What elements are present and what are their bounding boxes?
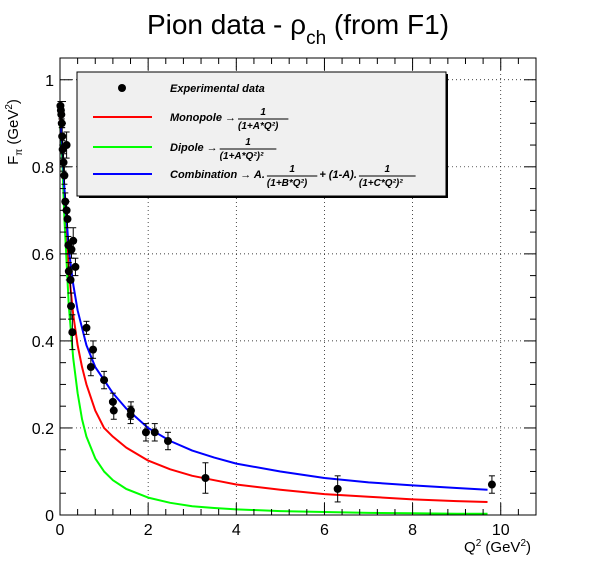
x-axis-label-superscript: 2 [476, 538, 482, 549]
axis-layer: 0 2 4 6 8 10 0 0.2 0.4 0.6 0.8 1 [32, 57, 537, 539]
data-point [126, 401, 135, 420]
chart-title-symbol: ρ [290, 9, 306, 40]
data-marker [62, 141, 71, 150]
y-tick-label: 0 [45, 508, 54, 525]
legend-formula-denominator: (1+A*Q²)² [220, 151, 264, 162]
data-marker [201, 474, 210, 483]
data-marker [100, 376, 109, 385]
data-point [109, 401, 118, 420]
data-marker [86, 363, 95, 372]
data-marker [58, 132, 67, 141]
y-axis-label-unit-open: (GeV [5, 110, 22, 149]
legend-entry: Combination → A.(1+B*Q²) 1 + (1-A).(1+C*Q… [93, 164, 416, 189]
legend-label: Monopole → [170, 112, 236, 124]
data-marker [64, 267, 73, 276]
legend-formula-denominator: (1+A*Q²) [238, 121, 279, 132]
data-marker [126, 406, 135, 415]
data-marker [150, 428, 159, 437]
legend-formula-mid: + (1-A). [319, 169, 357, 181]
data-marker [66, 275, 75, 284]
data-point [201, 462, 210, 494]
x-axis-label-unit-open: (GeV [481, 539, 520, 556]
data-marker [109, 406, 118, 415]
legend-formula-second-denominator: (1+C*Q²)² [359, 178, 403, 189]
legend-box [76, 71, 447, 197]
y-tick-label: 0.6 [32, 247, 54, 264]
x-axis-label-base: Q [464, 539, 476, 556]
legend-formula-denominator: (1+B*Q²) [267, 178, 308, 189]
data-marker [69, 236, 78, 245]
y-tick-label: 1 [45, 73, 54, 90]
legend-label: Experimental data [170, 83, 265, 95]
data-point [487, 475, 496, 494]
plot-frame [59, 57, 537, 516]
data-point [62, 131, 71, 159]
data-marker [67, 245, 76, 254]
data-marker [163, 437, 172, 446]
x-axis-label: Q2 (GeV2) [464, 538, 531, 556]
legend-formula-numerator: 1 [289, 164, 295, 175]
legend-entry: Dipole →(1+A*Q²)² 1 [93, 137, 277, 162]
chart-title-suffix: (from F1) [326, 9, 449, 40]
data-marker [57, 110, 66, 119]
data-point [89, 340, 98, 359]
curve-monopole [59, 114, 488, 503]
data-point [333, 475, 342, 503]
legend-formula-second-numerator: 1 [384, 164, 390, 175]
data-point [68, 314, 77, 351]
data-point [163, 431, 172, 451]
data-marker [60, 171, 69, 180]
data-point [100, 370, 109, 390]
data-point [150, 423, 159, 442]
y-axis-label: Fπ (GeV2) [4, 99, 25, 165]
y-tick-label: 0.2 [32, 421, 54, 438]
data-point [82, 320, 91, 335]
y-axis-label-base: F [5, 156, 22, 165]
legend-label: Combination → A. [170, 169, 265, 181]
legend-formula-numerator: 1 [260, 107, 266, 118]
legend-formula-numerator: 1 [245, 137, 251, 148]
y-axis-label-subscript: π [14, 149, 25, 156]
data-marker [82, 323, 91, 332]
data-marker [67, 302, 76, 311]
chart-title-prefix: Pion data - [147, 9, 290, 40]
data-marker [141, 428, 150, 437]
data-marker [68, 328, 77, 337]
x-tick-label: 10 [492, 522, 510, 539]
y-tick-label: 0.8 [32, 160, 54, 177]
data-marker [63, 215, 72, 224]
data-point [63, 209, 72, 229]
chart-title: Pion data - ρch (from F1) [147, 9, 449, 49]
y-axis-label-unit-superscript: 2 [4, 104, 15, 110]
chart-title-subscript: ch [306, 28, 326, 49]
legend-entry: Monopole →(1+A*Q²) 1 [93, 107, 289, 132]
data-point [59, 153, 68, 172]
data-marker [333, 484, 342, 493]
x-axis-label-unit-superscript: 2 [520, 538, 526, 549]
data-marker [71, 262, 80, 271]
y-tick-label: 0.4 [32, 334, 54, 351]
data-marker [487, 480, 496, 489]
y-axis-label-unit-close: ) [5, 99, 22, 104]
x-tick-label: 4 [232, 522, 241, 539]
data-point [71, 257, 80, 277]
legend-entry: Experimental data [118, 83, 265, 95]
x-tick-label: 2 [144, 522, 153, 539]
data-marker [89, 345, 98, 354]
legend-marker-point [118, 84, 126, 92]
data-point [141, 423, 150, 442]
x-tick-label: 8 [408, 522, 417, 539]
data-marker [59, 158, 68, 167]
x-tick-label: 6 [320, 522, 329, 539]
legend-label: Dipole → [170, 142, 218, 154]
x-axis-label-unit-close: ) [526, 539, 531, 556]
x-tick-label: 0 [56, 522, 65, 539]
